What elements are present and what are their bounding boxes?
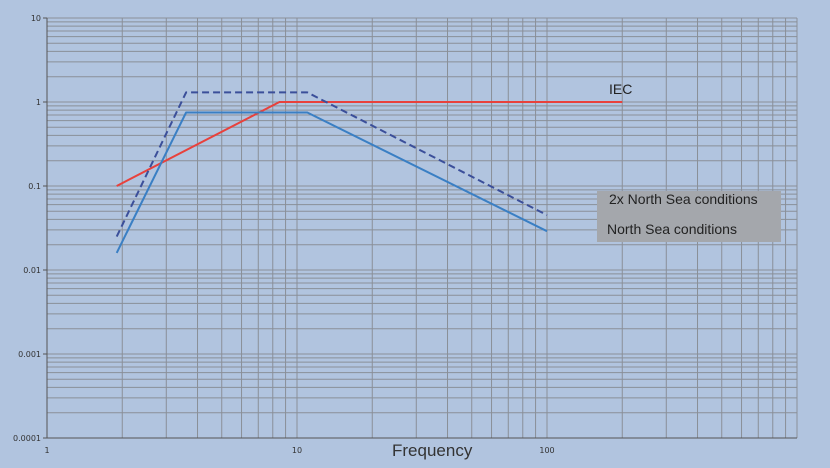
y-tick-label: 0.1 (28, 182, 41, 191)
label-iec: IEC (609, 81, 632, 97)
x-tick-label: 10 (292, 446, 302, 455)
series-line-iec (116, 101, 623, 187)
y-tick-label: 0.001 (18, 350, 41, 359)
legend-box-background (597, 191, 781, 242)
series-group (115, 91, 623, 254)
label-north-sea-conditions: North Sea conditions (607, 221, 737, 237)
label-2x-north-sea-conditions: 2x North Sea conditions (609, 191, 758, 207)
y-tick-label: 0.0001 (13, 434, 41, 443)
x-tick-label: 100 (539, 446, 554, 455)
legend-box (597, 191, 781, 242)
y-tick-label: 1 (36, 98, 41, 107)
x-tick-label: 1 (44, 446, 49, 455)
y-tick-label: 0.01 (23, 266, 41, 275)
y-tick-label: 10 (31, 14, 41, 23)
series-line-north-sea-conditions (115, 111, 548, 254)
x-axis-title: Frequency (392, 441, 473, 460)
series-line-2x-north-sea-conditions (115, 91, 548, 238)
grid (46, 17, 798, 439)
